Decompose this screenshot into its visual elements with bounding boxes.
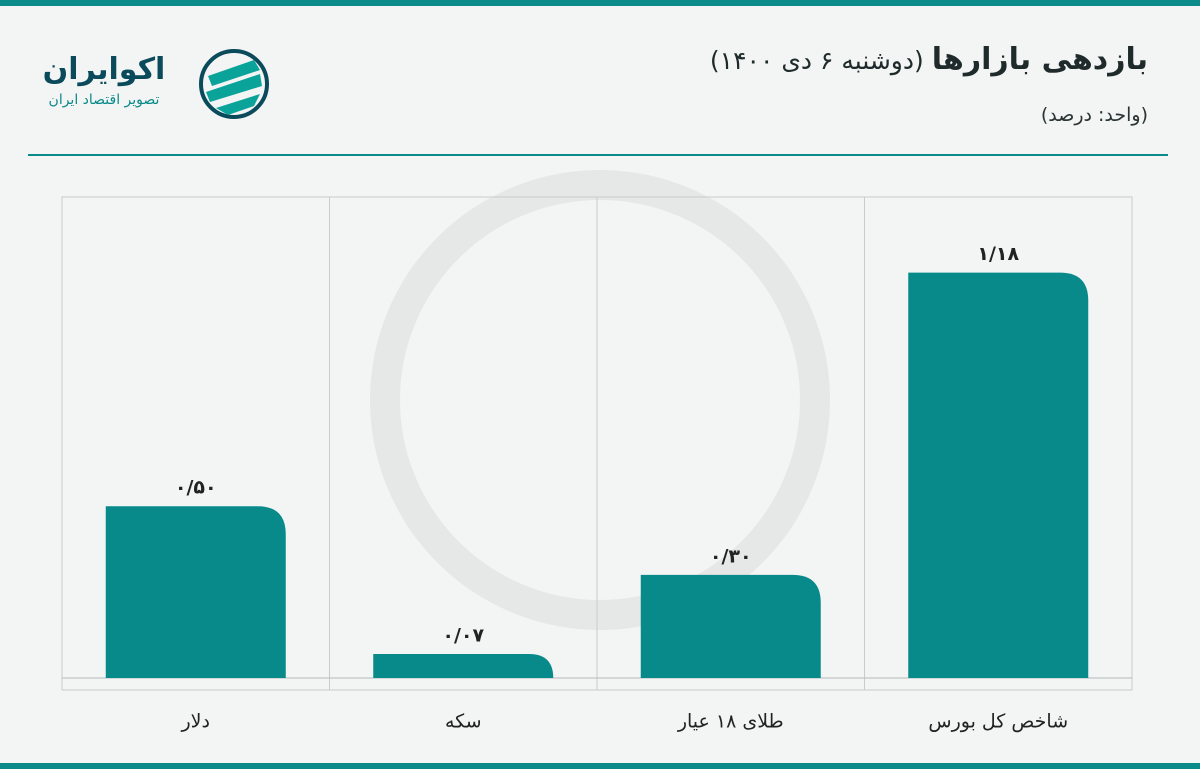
x-tick-label: طلای ۱۸ عیار (677, 711, 784, 733)
plot-area: دلار ۰/۵۰ سکه ۰/۰۷ طلای ۱۸ عیار ۰/۳۰ شاخص کل ب… (62, 197, 1132, 733)
x-tick-label: دلار (181, 711, 210, 733)
value-label: ۰/۵۰ (175, 477, 217, 499)
bottom-strip (0, 763, 1200, 769)
brand: اکوایران تصویر اقتصاد ایران (24, 52, 184, 108)
x-tick-label: شاخص کل بورس (928, 711, 1068, 733)
value-label: ۰/۳۰ (710, 545, 752, 567)
brand-name: اکوایران (42, 52, 166, 87)
unit-label: (واحد: درصد) (1040, 104, 1148, 126)
value-label: ۱/۱۸ (977, 243, 1019, 265)
x-tick-label: سکه (445, 711, 482, 733)
watermark (370, 170, 830, 630)
bar (908, 272, 1089, 678)
header: بازدهی بازارها(دوشنبه ۶ دی ۱۴۰۰) (710, 42, 1148, 77)
chart-title: بازدهی بازارها (931, 42, 1148, 77)
bar (373, 653, 554, 678)
bar (640, 574, 821, 678)
value-label: ۰/۰۷ (442, 624, 484, 646)
bar (105, 506, 286, 678)
logo-icon (199, 49, 269, 119)
chart-subtitle: (دوشنبه ۶ دی ۱۴۰۰) (709, 46, 924, 75)
brand-tagline: تصویر اقتصاد ایران (48, 92, 160, 108)
top-strip (0, 0, 1200, 6)
